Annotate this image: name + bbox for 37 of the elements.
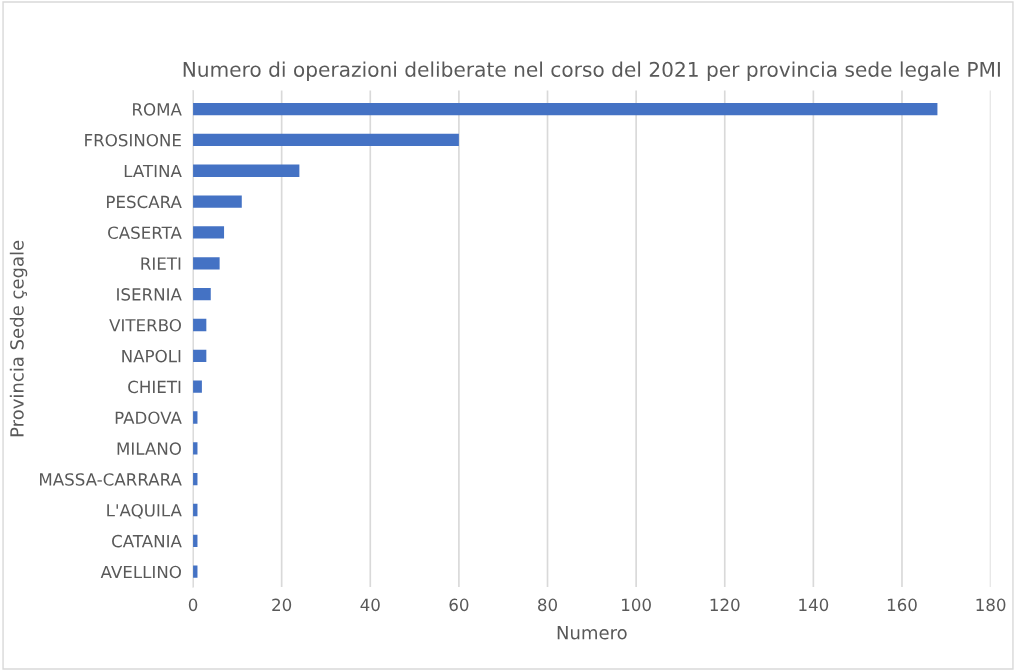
y-tick-label: MASSA-CARRARA (40, 473, 182, 486)
y-tick-label: PESCARA (107, 195, 182, 209)
chart-title: Numero di operazioni deliberate nel corso del 2021 per provincia sede legale PMI (183, 61, 1000, 81)
bar (193, 102, 938, 116)
bar (193, 195, 242, 208)
x-tick-label: 60 (449, 598, 469, 612)
x-tick-label: 100 (622, 598, 651, 612)
y-tick-label: VITERBO (109, 318, 181, 332)
bar (193, 226, 225, 239)
y-tick-label: AVELLINO (100, 565, 181, 579)
x-tick-label: 0 (188, 598, 198, 612)
x-tick-label: 20 (272, 598, 292, 612)
y-tick-label: LATINA (124, 164, 182, 178)
bar (193, 380, 202, 393)
y-tick-label: L'AQUILA (107, 503, 182, 519)
x-tick-label: 160 (887, 598, 917, 612)
y-tick-label: NAPOLI (122, 349, 181, 363)
x-tick-label: 120 (710, 598, 740, 612)
x-tick-label: 140 (799, 598, 829, 612)
bar (193, 287, 211, 301)
bar (193, 164, 300, 177)
y-tick-label: FROSINONE (85, 133, 181, 147)
x-tick-label: 180 (976, 598, 1006, 612)
y-tick-label: CHIETI (128, 380, 181, 394)
x-axis-title: Numero (557, 626, 627, 640)
bar (193, 257, 220, 270)
y-axis-title: Provincia Sede çegale (9, 240, 28, 437)
x-tick-label: 40 (360, 598, 380, 612)
x-tick-label: 80 (538, 598, 558, 612)
y-tick-label: ISERNIA (117, 288, 182, 301)
y-tick-label: CATANIA (112, 534, 182, 548)
y-tick-label: MILANO (117, 442, 181, 455)
bar (193, 133, 459, 147)
y-tick-label: RIETI (141, 257, 181, 270)
y-tick-label: ROMA (133, 103, 182, 116)
y-tick-label: CASERTA (108, 226, 182, 240)
y-tick-label: PADOVA (115, 411, 182, 425)
